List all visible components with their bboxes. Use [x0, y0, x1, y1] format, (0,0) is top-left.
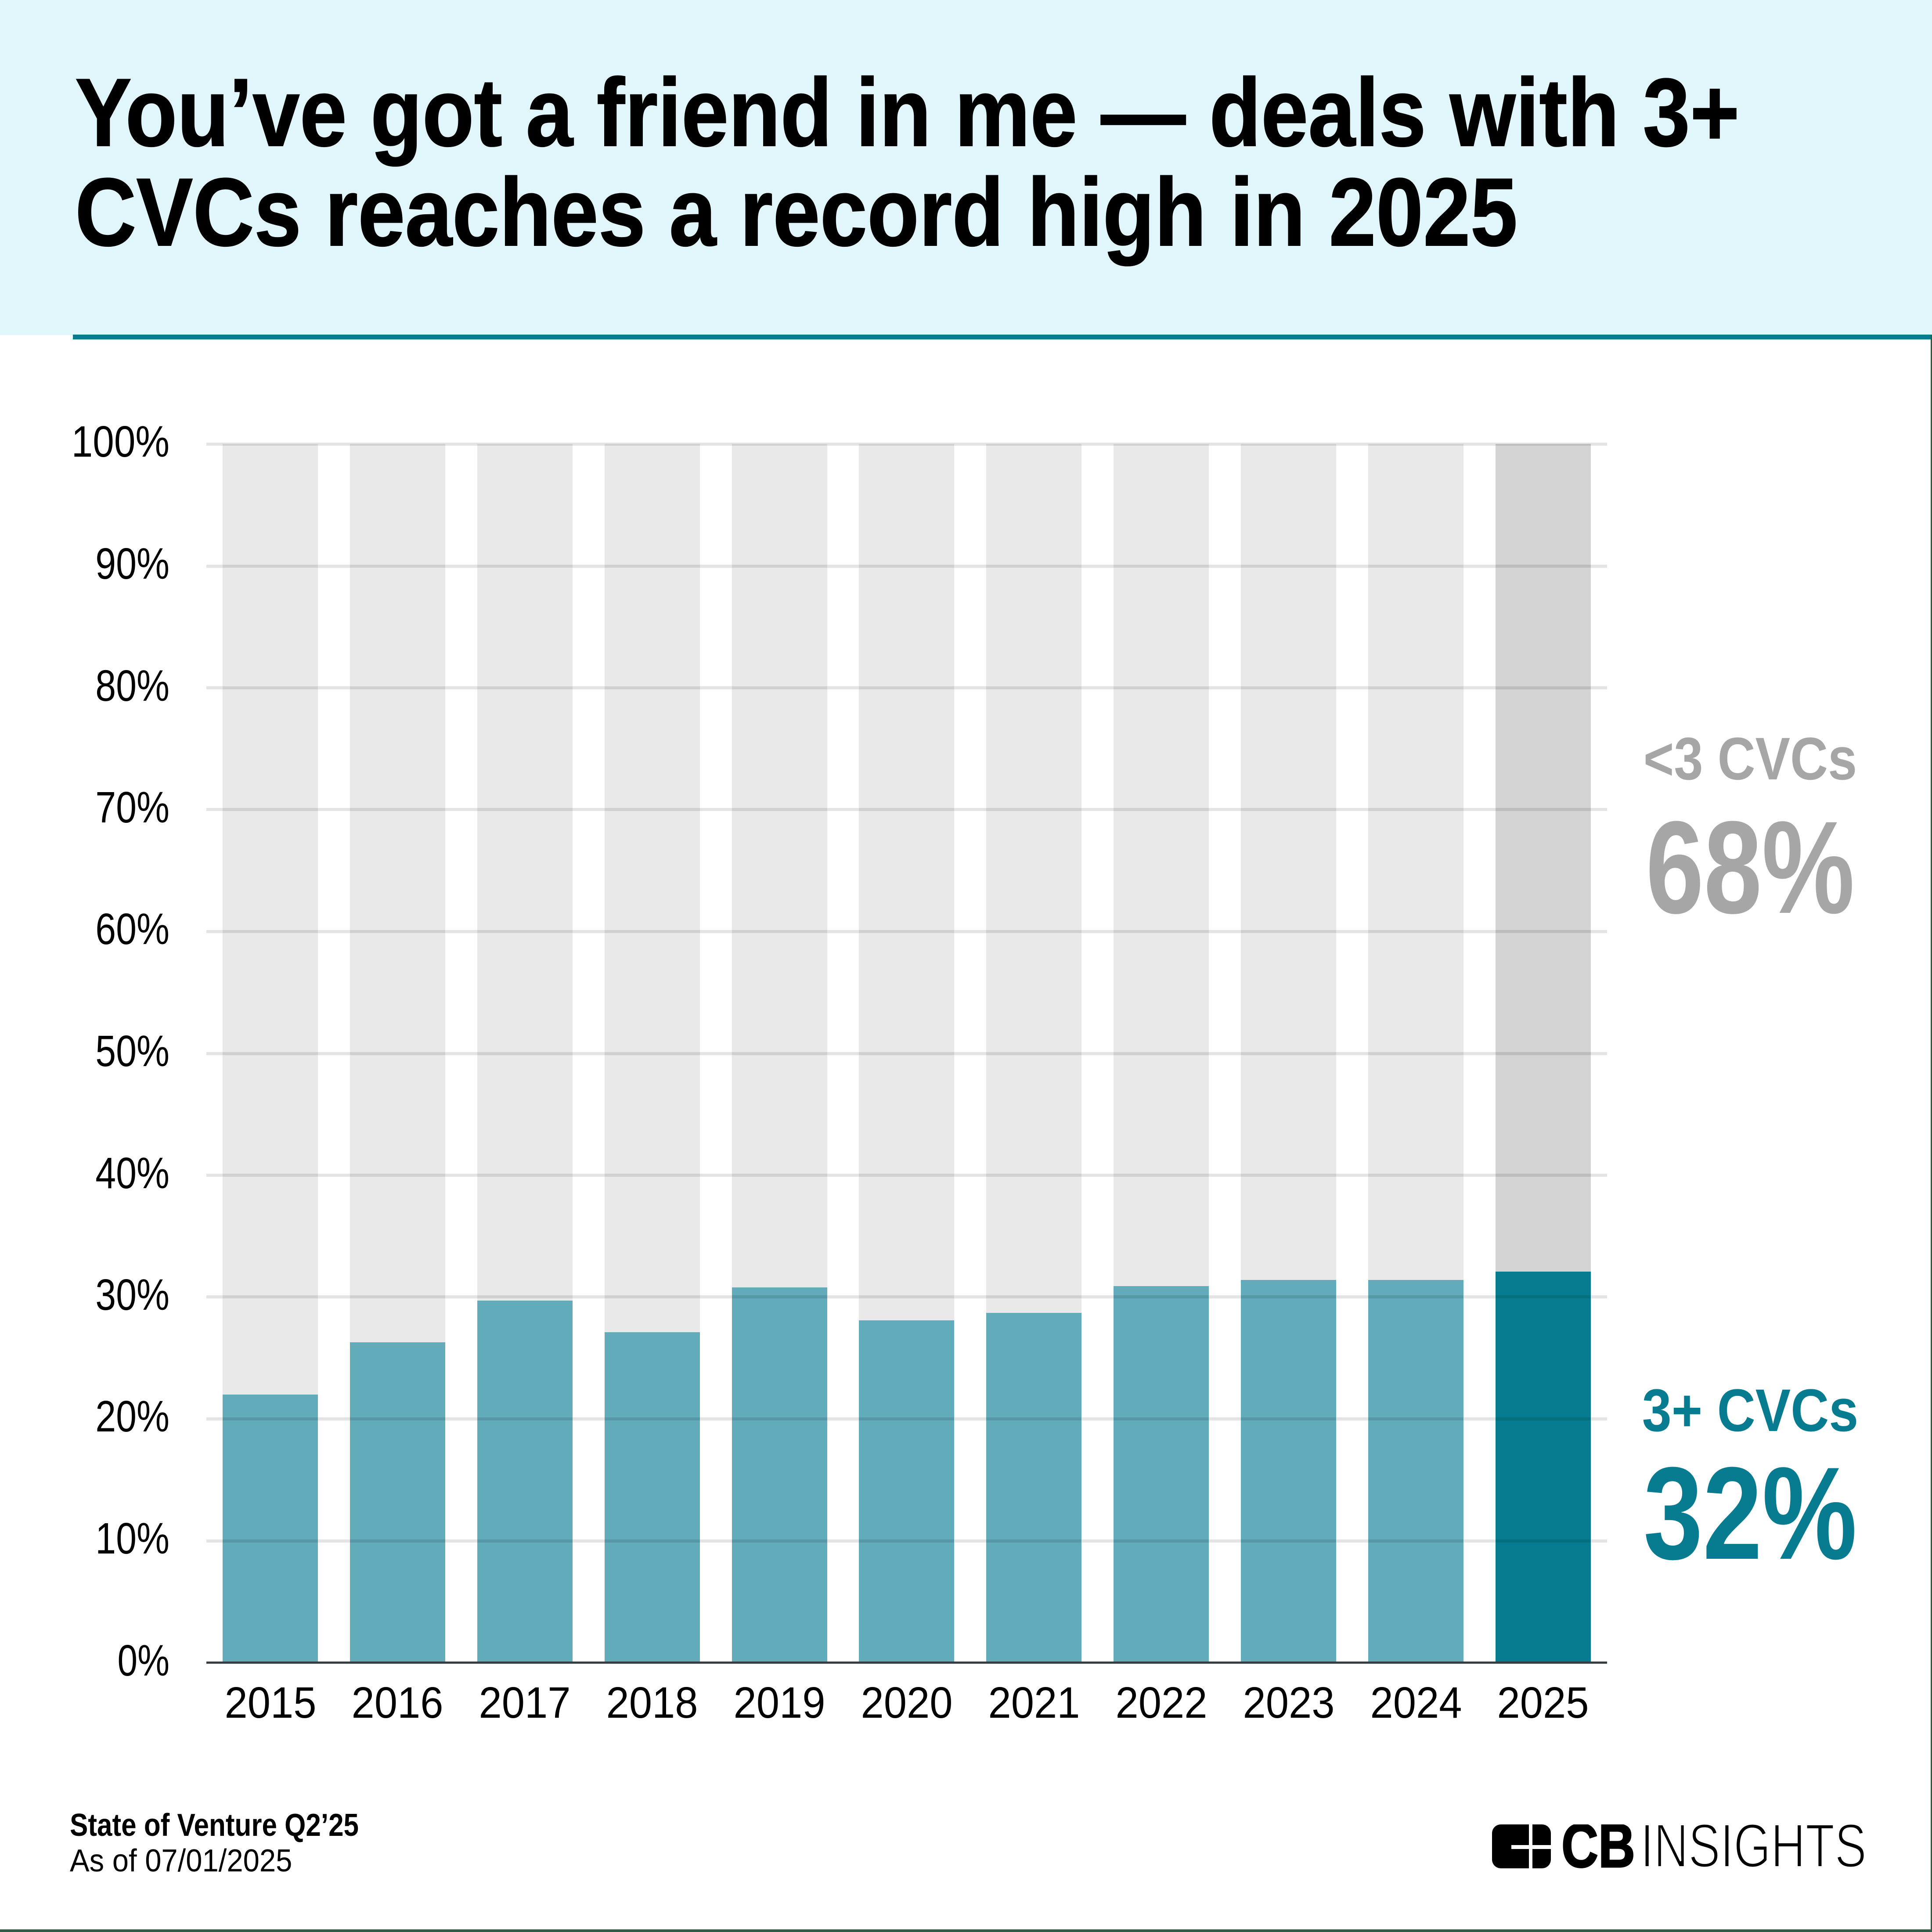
svg-text:CB: CB: [1561, 1824, 1635, 1871]
svg-text:INSIGHTS: INSIGHTS: [1640, 1824, 1867, 1871]
